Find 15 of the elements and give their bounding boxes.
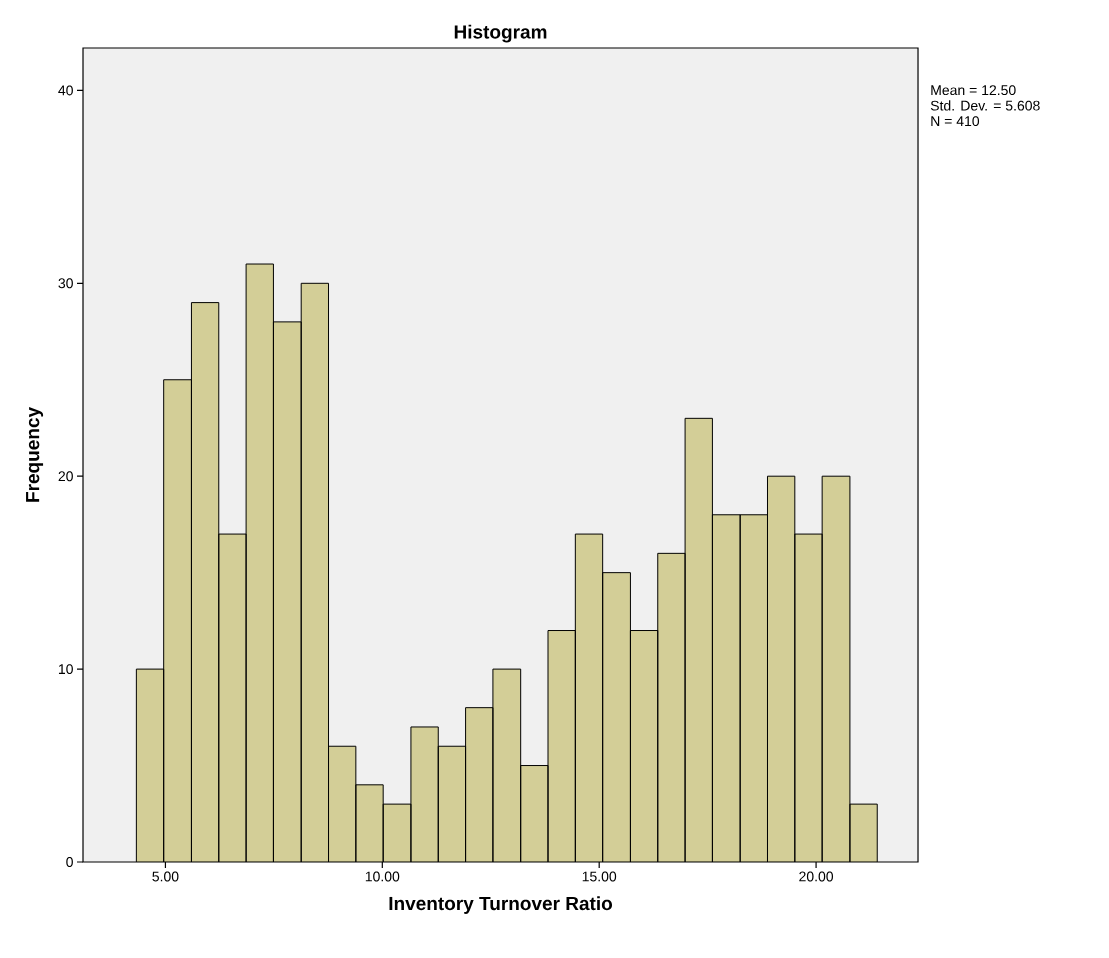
y-tick-label: 20 xyxy=(58,471,73,482)
y-tick-label: 40 xyxy=(58,85,73,96)
x-tick-label: 15.00 xyxy=(582,871,617,882)
y-tick-label: 0 xyxy=(66,857,73,867)
x-tick-label: 10.00 xyxy=(365,871,400,882)
y-tick-label: 10 xyxy=(58,664,73,675)
text: N = 410 xyxy=(931,116,980,127)
x-axis-title: Inventory Turnover Ratio xyxy=(389,896,613,914)
text: Std. Dev. = 5.608 xyxy=(930,100,1040,111)
chart-title: Histogram xyxy=(454,24,547,43)
x-tick-label: 5.00 xyxy=(152,871,179,882)
text: Mean = 12.50 xyxy=(931,85,1016,96)
x-tick-label: 20.00 xyxy=(799,871,834,882)
y-axis-title: Frequency xyxy=(26,407,44,502)
y-tick-label: 30 xyxy=(58,278,73,289)
